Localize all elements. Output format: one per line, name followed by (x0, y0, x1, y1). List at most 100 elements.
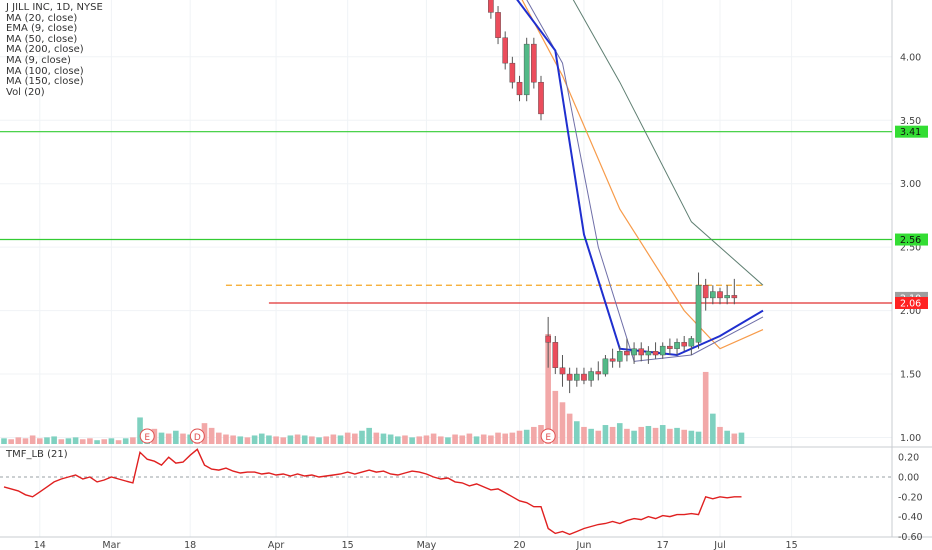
candle (681, 335, 687, 352)
volume-bar (301, 435, 308, 444)
candle-body (581, 373, 587, 381)
candle-body (624, 351, 630, 356)
volume-bars (1, 334, 745, 444)
volume-bar (266, 435, 272, 444)
tmf-tick-label: -0.60 (898, 532, 923, 543)
legend-ma100: MA (100, close) (6, 65, 84, 77)
volume-bar (108, 438, 115, 444)
volume-bar (387, 434, 394, 444)
time-tick-label: Jun (576, 540, 592, 550)
volume-bar (695, 431, 702, 444)
time-tick-label: 15 (786, 540, 798, 550)
volume-bar (65, 438, 72, 444)
time-tick-label: 18 (184, 540, 196, 550)
volume-bar (523, 429, 530, 444)
volume-bar (445, 437, 451, 444)
candle-body (659, 345, 666, 356)
volume-bar (416, 436, 423, 444)
candle (588, 367, 594, 387)
tmf-tick-label: -0.40 (898, 512, 923, 523)
volume-bar (115, 440, 122, 444)
volume-bar (595, 430, 602, 444)
candle-body (616, 351, 623, 362)
volume-bar (437, 436, 444, 444)
volume-bar (230, 435, 236, 444)
volume-bar (37, 438, 43, 444)
legend-ma9: MA (9, close) (6, 54, 71, 66)
candle (688, 335, 695, 356)
candle-body (667, 345, 673, 349)
volume-bar (659, 425, 666, 444)
legend-ema9: EMA (9, close) (6, 23, 78, 35)
candle-body (717, 291, 723, 299)
volume-bar (72, 437, 79, 444)
volume-bar (531, 426, 537, 444)
price-axis: 7.507.006.506.005.505.004.504.003.503.00… (900, 52, 921, 444)
volume-bar (87, 438, 93, 444)
candle (523, 37, 530, 102)
volume-bar (1, 438, 7, 444)
time-tick-label: Apr (268, 540, 285, 550)
tmf-tick-label: 0.20 (898, 453, 919, 464)
candle-body (566, 373, 573, 381)
candle-body (710, 291, 716, 299)
candle-body (538, 81, 544, 115)
volume-bar (380, 433, 387, 444)
candle-body (695, 285, 702, 343)
candle-body (502, 37, 509, 64)
volume-bar (717, 426, 723, 444)
volume-bar (545, 334, 551, 444)
candle-body (545, 335, 551, 343)
event-marker-label: E (144, 433, 150, 443)
symbol-title: J JILL INC, 1D, NYSE (6, 2, 103, 13)
tmf-legend: TMF_LB (21) (6, 449, 68, 460)
candle (581, 367, 587, 385)
ma20-line (521, 0, 764, 350)
legend-ma20: MA (20, close) (6, 12, 78, 24)
time-tick-label: 14 (34, 540, 46, 550)
event-marker-badge (540, 428, 556, 444)
volume-bar (58, 439, 65, 444)
volume-bar (187, 434, 193, 444)
ma50-line (572, 0, 764, 286)
volume-bar (624, 428, 630, 444)
candle (667, 338, 673, 356)
candle (652, 342, 659, 359)
candle-body (574, 373, 580, 381)
candle (538, 75, 544, 121)
candle (574, 367, 580, 387)
price-tick-label: 1.50 (900, 370, 921, 381)
volume-bar (15, 437, 22, 444)
volume-bar (22, 438, 29, 444)
volume-bar (688, 430, 695, 444)
volume-bar (337, 435, 344, 444)
gridlines (0, 0, 892, 537)
candle (638, 342, 645, 362)
price-tick-label: 4.00 (900, 52, 921, 63)
candle-body (609, 358, 616, 362)
event-marker-badge (139, 428, 155, 444)
volume-bar (79, 439, 86, 444)
candle (659, 342, 666, 359)
volume-bar (738, 432, 745, 444)
volume-bar (352, 433, 358, 444)
volume-bar (223, 434, 229, 444)
volume-bar (588, 428, 594, 444)
price-tick-label: 3.00 (900, 179, 921, 190)
price-label-text: 2.56 (900, 235, 921, 246)
candle-body (602, 358, 609, 375)
candle-body (516, 81, 523, 96)
candle (552, 335, 559, 375)
volume-bar (122, 438, 129, 444)
candle-body (674, 342, 680, 349)
volume-bar (488, 435, 494, 444)
volume-bar (137, 417, 143, 444)
candle (717, 287, 723, 305)
tmf-line (3, 448, 742, 536)
price-label-box (895, 296, 928, 309)
volume-bar (294, 434, 301, 444)
volume-bar (208, 427, 215, 444)
volume-bar (344, 432, 351, 444)
volume-bar (645, 425, 652, 444)
